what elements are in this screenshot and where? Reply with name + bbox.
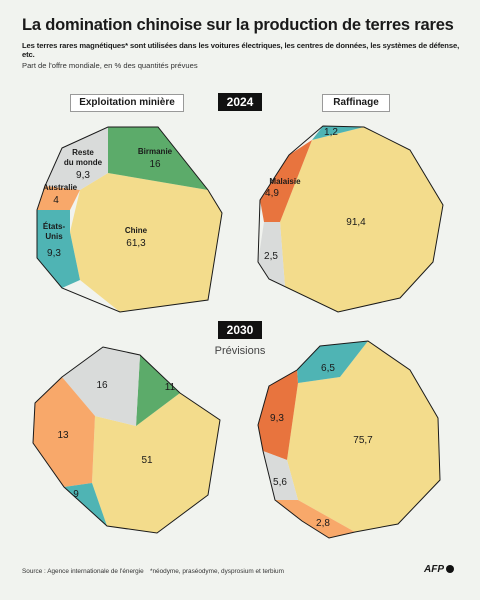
value-china: 75,7 <box>353 435 373 446</box>
slice-usa <box>37 210 80 288</box>
label-malaysia: Malaisie <box>269 177 301 186</box>
slice-rest <box>62 347 140 426</box>
value-china: 61,3 <box>126 238 146 249</box>
slice-china <box>287 341 440 532</box>
heptagon-outline <box>257 125 444 313</box>
slice-australia <box>33 377 95 487</box>
value-burma: 16 <box>149 159 161 170</box>
slice-usa <box>312 126 364 140</box>
chart-2024-mining: Birmanie 16 Reste du monde 9,3 Australie… <box>36 126 223 313</box>
label-china: Chine <box>125 226 148 235</box>
value-china: 51 <box>141 455 153 466</box>
source-note: Source : Agence internationale de l'éner… <box>22 568 144 575</box>
slice-malaysia <box>258 370 298 460</box>
value-usa: 6,5 <box>321 363 335 374</box>
slice-burma <box>108 127 208 190</box>
value-rest: 9,3 <box>76 170 90 181</box>
chart-2024-refining: 1,2 Malaisie 4,9 2,5 91,4 <box>257 125 444 313</box>
slice-china <box>280 127 443 312</box>
value-china: 91,4 <box>346 217 366 228</box>
slice-china <box>70 173 222 312</box>
afp-logo-mark <box>446 565 454 573</box>
unit-note: Part de l'offre mondiale, en % des quant… <box>22 61 198 70</box>
slice-usa <box>64 483 107 526</box>
slice-rest <box>263 451 298 500</box>
slice-china <box>92 393 220 533</box>
label-usa-line2: Unis <box>45 232 63 241</box>
value-usa: 1,2 <box>324 127 338 138</box>
label-rest-line1: Reste <box>72 148 94 157</box>
value-usa: 9,3 <box>47 248 61 259</box>
value-australia: 4 <box>53 195 59 206</box>
page-subtitle: Les terres rares magnétiques* sont utili… <box>22 41 460 59</box>
year-badge-2030: 2030 <box>218 321 262 339</box>
label-australia: Australie <box>43 183 78 192</box>
slice-burma <box>136 355 180 426</box>
page-title: La domination chinoise sur la production… <box>22 16 454 34</box>
heptagon-outline <box>32 346 221 534</box>
forecast-label: Prévisions <box>214 345 266 357</box>
heptagon-outline <box>36 126 223 313</box>
year-badge-2024: 2024 <box>218 93 262 111</box>
footnote: *néodyme, praséodyme, dysprosium et terb… <box>150 568 284 575</box>
value-malaysia: 9,3 <box>270 413 284 424</box>
value-rest: 16 <box>96 380 108 391</box>
value-australia: 13 <box>57 430 69 441</box>
value-burma: 11 <box>165 382 176 393</box>
slice-rest <box>45 127 108 190</box>
label-rest-line2: du monde <box>64 158 103 167</box>
chart-2030-refining: 6,5 9,3 75,7 5,6 2,8 <box>257 340 441 539</box>
chart-2030-mining: 16 11 13 51 9 <box>32 346 221 534</box>
slice-australia <box>275 500 355 538</box>
slice-malaysia <box>260 140 312 222</box>
slice-australia <box>37 186 80 210</box>
label-usa-line1: États- <box>43 222 66 231</box>
value-usa: 9 <box>73 489 79 500</box>
heptagon-outline <box>257 340 441 539</box>
value-malaysia: 4,9 <box>265 188 279 199</box>
value-rest: 5,6 <box>273 477 287 488</box>
column-label-refining: Raffinage <box>322 94 390 112</box>
value-rest: 2,5 <box>264 251 278 262</box>
afp-logo: AFP <box>424 564 444 575</box>
value-australia: 2,8 <box>316 518 330 529</box>
column-label-mining: Exploitation minière <box>70 94 184 112</box>
label-burma: Birmanie <box>138 147 173 156</box>
slice-rest <box>258 222 285 287</box>
